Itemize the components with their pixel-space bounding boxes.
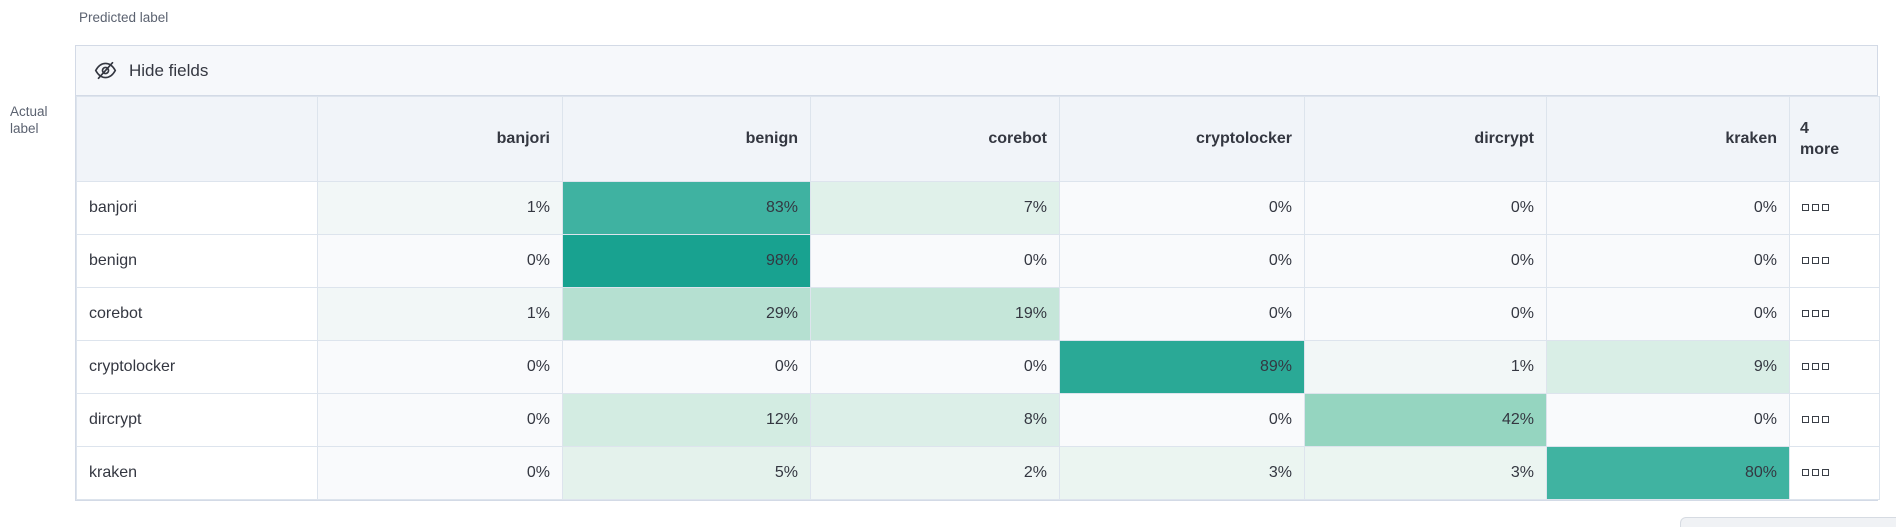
cell-kraken-cryptolocker: 3% bbox=[1059, 446, 1305, 500]
boxes-horizontal-icon bbox=[1802, 310, 1809, 318]
hide-fields-label: Hide fields bbox=[129, 60, 209, 80]
matrix-row-corebot: corebot 1% 29% 19% 0% 0% 0% bbox=[76, 287, 1880, 341]
cell-kraken-dircrypt: 3% bbox=[1304, 446, 1547, 500]
cell-banjori-benign: 83% bbox=[562, 181, 811, 235]
cell-cryptolocker-corebot: 0% bbox=[810, 340, 1060, 394]
cell-benign-benign: 98% bbox=[562, 234, 811, 288]
boxes-horizontal-icon bbox=[1802, 363, 1809, 371]
cell-banjori-banjori: 1% bbox=[317, 181, 563, 235]
boxes-horizontal-icon bbox=[1812, 469, 1819, 477]
matrix-body: banjori 1% 83% 7% 0% 0% 0% benign 0% 98% 0% 0% 0% 0% c… bbox=[76, 181, 1880, 500]
column-header-banjori[interactable]: banjori bbox=[317, 96, 563, 182]
hidden-columns-cell bbox=[1789, 234, 1880, 288]
cell-kraken-banjori: 0% bbox=[317, 446, 563, 500]
row-label-kraken: kraken bbox=[76, 446, 318, 500]
cell-corebot-cryptolocker: 0% bbox=[1059, 287, 1305, 341]
cell-corebot-banjori: 1% bbox=[317, 287, 563, 341]
corner-cell bbox=[76, 96, 318, 182]
cell-dircrypt-cryptolocker: 0% bbox=[1059, 393, 1305, 447]
cell-benign-dircrypt: 0% bbox=[1304, 234, 1547, 288]
boxes-horizontal-icon bbox=[1802, 469, 1809, 477]
boxes-horizontal-icon bbox=[1802, 204, 1809, 212]
column-header-kraken[interactable]: kraken bbox=[1546, 96, 1790, 182]
boxes-horizontal-icon bbox=[1822, 363, 1829, 371]
row-label-cryptolocker: cryptolocker bbox=[76, 340, 318, 394]
cell-benign-corebot: 0% bbox=[810, 234, 1060, 288]
matrix-row-benign: benign 0% 98% 0% 0% 0% 0% bbox=[76, 234, 1880, 288]
cell-banjori-kraken: 0% bbox=[1546, 181, 1790, 235]
cell-dircrypt-dircrypt: 42% bbox=[1304, 393, 1547, 447]
cell-benign-banjori: 0% bbox=[317, 234, 563, 288]
hidden-columns-cell bbox=[1789, 446, 1880, 500]
cell-cryptolocker-dircrypt: 1% bbox=[1304, 340, 1547, 394]
confusion-matrix-table: banjori benign corebot cryptolocker dircrypt… bbox=[76, 96, 1880, 500]
bottom-right-partial-panel bbox=[1680, 517, 1896, 527]
boxes-horizontal-icon bbox=[1812, 310, 1819, 318]
hidden-columns-cell bbox=[1789, 287, 1880, 341]
column-header-benign[interactable]: benign bbox=[562, 96, 811, 182]
cell-kraken-kraken: 80% bbox=[1546, 446, 1790, 500]
row-label-benign: benign bbox=[76, 234, 318, 288]
hidden-columns-cell bbox=[1789, 393, 1880, 447]
cell-corebot-dircrypt: 0% bbox=[1304, 287, 1547, 341]
matrix-row-dircrypt: dircrypt 0% 12% 8% 0% 42% 0% bbox=[76, 393, 1880, 447]
boxes-horizontal-icon bbox=[1812, 363, 1819, 371]
row-label-corebot: corebot bbox=[76, 287, 318, 341]
hide-fields-button[interactable]: Hide fields bbox=[76, 46, 1877, 96]
boxes-horizontal-icon bbox=[1822, 257, 1829, 265]
column-header-cryptolocker[interactable]: cryptolocker bbox=[1059, 96, 1305, 182]
cell-dircrypt-benign: 12% bbox=[562, 393, 811, 447]
boxes-horizontal-icon bbox=[1802, 257, 1809, 265]
cell-banjori-cryptolocker: 0% bbox=[1059, 181, 1305, 235]
row-label-banjori: banjori bbox=[76, 181, 318, 235]
boxes-horizontal-icon bbox=[1822, 310, 1829, 318]
cell-corebot-kraken: 0% bbox=[1546, 287, 1790, 341]
cell-banjori-corebot: 7% bbox=[810, 181, 1060, 235]
matrix-row-kraken: kraken 0% 5% 2% 3% 3% 80% bbox=[76, 446, 1880, 500]
boxes-horizontal-icon bbox=[1822, 416, 1829, 424]
cell-benign-kraken: 0% bbox=[1546, 234, 1790, 288]
boxes-horizontal-icon bbox=[1822, 469, 1829, 477]
cell-dircrypt-banjori: 0% bbox=[317, 393, 563, 447]
actual-label-line1: Actual bbox=[10, 104, 48, 119]
eye-closed-icon bbox=[94, 61, 117, 80]
cell-cryptolocker-kraken: 9% bbox=[1546, 340, 1790, 394]
boxes-horizontal-icon bbox=[1812, 257, 1819, 265]
hidden-columns-header: 4 more bbox=[1789, 96, 1880, 182]
boxes-horizontal-icon bbox=[1812, 204, 1819, 212]
boxes-horizontal-icon bbox=[1812, 416, 1819, 424]
row-label-dircrypt: dircrypt bbox=[76, 393, 318, 447]
hidden-columns-cell bbox=[1789, 181, 1880, 235]
cell-dircrypt-corebot: 8% bbox=[810, 393, 1060, 447]
cell-cryptolocker-cryptolocker: 89% bbox=[1059, 340, 1305, 394]
header-row: banjori benign corebot cryptolocker dircrypt… bbox=[76, 96, 1880, 182]
column-header-corebot[interactable]: corebot bbox=[810, 96, 1060, 182]
predicted-label-axis: Predicted label bbox=[79, 10, 169, 25]
column-header-dircrypt[interactable]: dircrypt bbox=[1304, 96, 1547, 182]
boxes-horizontal-icon bbox=[1822, 204, 1829, 212]
matrix-row-cryptolocker: cryptolocker 0% 0% 0% 89% 1% 9% bbox=[76, 340, 1880, 394]
cell-corebot-corebot: 19% bbox=[810, 287, 1060, 341]
cell-kraken-benign: 5% bbox=[562, 446, 811, 500]
matrix-header: banjori benign corebot cryptolocker dircrypt… bbox=[76, 96, 1880, 182]
hidden-columns-cell bbox=[1789, 340, 1880, 394]
cell-dircrypt-kraken: 0% bbox=[1546, 393, 1790, 447]
confusion-matrix-panel: Hide fields banjori benign corebot cryptolo… bbox=[75, 45, 1880, 501]
matrix-row-banjori: banjori 1% 83% 7% 0% 0% 0% bbox=[76, 181, 1880, 235]
cell-banjori-dircrypt: 0% bbox=[1304, 181, 1547, 235]
cell-kraken-corebot: 2% bbox=[810, 446, 1060, 500]
boxes-horizontal-icon bbox=[1802, 416, 1809, 424]
cell-benign-cryptolocker: 0% bbox=[1059, 234, 1305, 288]
cell-cryptolocker-banjori: 0% bbox=[317, 340, 563, 394]
cell-cryptolocker-benign: 0% bbox=[562, 340, 811, 394]
cell-corebot-benign: 29% bbox=[562, 287, 811, 341]
actual-label-axis: Actual label bbox=[10, 103, 48, 137]
actual-label-line2: label bbox=[10, 121, 39, 136]
